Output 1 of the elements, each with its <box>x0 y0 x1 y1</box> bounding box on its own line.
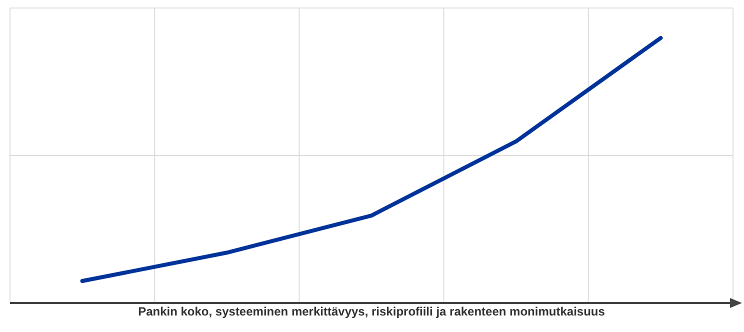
x-axis-title: Pankin koko, systeeminen merkittävyys, riskiprofiili ja rakenteen monimutkaisuus <box>138 304 606 319</box>
